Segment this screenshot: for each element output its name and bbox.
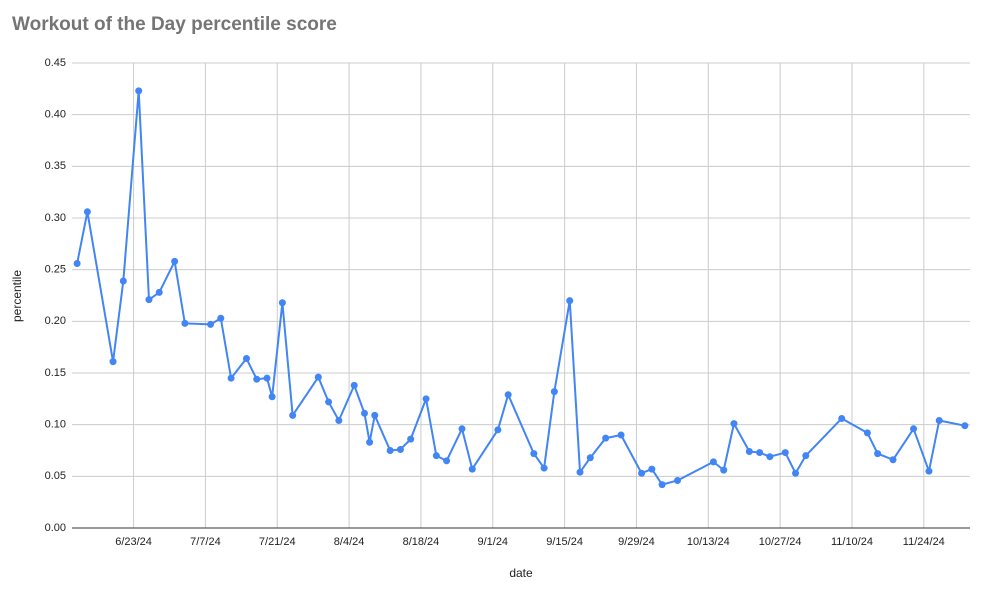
chart-title: Workout of the Day percentile score xyxy=(12,14,337,35)
y-tick-label: 0.00 xyxy=(45,522,66,534)
x-tick-label: 11/24/24 xyxy=(903,536,945,548)
data-point xyxy=(145,296,153,304)
data-point xyxy=(638,469,646,477)
data-point xyxy=(540,464,548,472)
x-axis-label: date xyxy=(509,566,533,580)
y-tick-label: 0.10 xyxy=(45,419,66,431)
data-point xyxy=(458,425,466,433)
data-point xyxy=(709,458,717,466)
data-point xyxy=(586,454,594,462)
data-point xyxy=(468,465,476,473)
data-point xyxy=(83,208,91,216)
data-point xyxy=(135,87,143,95)
data-point xyxy=(935,417,943,425)
data-point xyxy=(889,456,897,464)
data-point xyxy=(658,481,666,489)
data-point xyxy=(217,314,225,322)
y-axis-label: percentile xyxy=(10,270,24,322)
y-tick-label: 0.30 xyxy=(45,212,66,224)
x-tick-label: 8/18/24 xyxy=(403,536,440,548)
x-tick-label: 6/23/24 xyxy=(115,536,152,548)
data-point xyxy=(227,374,235,382)
y-tick-label: 0.20 xyxy=(45,315,66,327)
data-point xyxy=(289,411,297,419)
y-tick-label: 0.35 xyxy=(45,160,66,172)
y-tick-label: 0.45 xyxy=(45,57,66,69)
data-point xyxy=(278,299,286,307)
data-point xyxy=(263,374,271,382)
data-point xyxy=(674,476,682,484)
data-point xyxy=(617,431,625,439)
data-point xyxy=(494,426,502,434)
data-point xyxy=(766,453,774,461)
data-point xyxy=(530,450,538,458)
y-tick-label: 0.25 xyxy=(45,264,66,276)
data-point xyxy=(181,319,189,327)
data-point xyxy=(874,450,882,458)
y-tick-label: 0.15 xyxy=(45,367,66,379)
data-point xyxy=(371,411,379,419)
data-point xyxy=(350,381,358,389)
data-point xyxy=(443,457,451,465)
data-point xyxy=(925,467,933,475)
data-point xyxy=(792,469,800,477)
data-point xyxy=(802,452,810,460)
data-point xyxy=(961,422,969,430)
data-point xyxy=(576,468,584,476)
x-tick-label: 10/27/24 xyxy=(759,536,802,548)
x-tick-label: 11/10/24 xyxy=(831,536,873,548)
data-point xyxy=(360,409,368,417)
data-point xyxy=(910,425,918,433)
data-point xyxy=(863,429,871,437)
data-point xyxy=(422,395,430,403)
data-point xyxy=(781,449,789,457)
data-point xyxy=(119,277,127,285)
data-point xyxy=(207,320,215,328)
data-point xyxy=(838,414,846,422)
data-point xyxy=(648,465,656,473)
data-point xyxy=(314,373,322,381)
data-point xyxy=(745,448,753,456)
data-point xyxy=(756,449,764,457)
series-line xyxy=(76,89,966,486)
data-point xyxy=(325,398,333,406)
data-point xyxy=(396,445,404,453)
data-point xyxy=(366,438,374,446)
x-tick-label: 9/15/24 xyxy=(546,536,583,548)
data-point xyxy=(155,288,163,296)
data-point xyxy=(504,391,512,399)
data-point xyxy=(386,447,394,454)
data-point xyxy=(550,388,558,396)
data-point xyxy=(335,417,343,425)
x-tick-label: 8/4/24 xyxy=(334,536,365,548)
data-point xyxy=(242,355,250,363)
y-tick-label: 0.40 xyxy=(45,109,66,121)
data-point xyxy=(432,452,440,460)
x-tick-label: 7/21/24 xyxy=(259,536,296,548)
data-point xyxy=(73,259,81,267)
data-point xyxy=(268,393,276,401)
y-tick-label: 0.05 xyxy=(45,470,66,482)
x-tick-label: 9/29/24 xyxy=(618,536,655,548)
data-point xyxy=(109,358,117,366)
data-point xyxy=(171,257,179,265)
data-point xyxy=(602,434,610,442)
data-point xyxy=(253,375,261,383)
data-point xyxy=(730,420,738,428)
x-tick-label: 10/13/24 xyxy=(687,536,730,548)
x-tick-label: 7/7/24 xyxy=(190,536,221,548)
x-tick-label: 9/1/24 xyxy=(477,536,508,548)
data-point xyxy=(407,435,415,443)
data-point xyxy=(720,466,728,474)
data-point xyxy=(566,297,574,305)
